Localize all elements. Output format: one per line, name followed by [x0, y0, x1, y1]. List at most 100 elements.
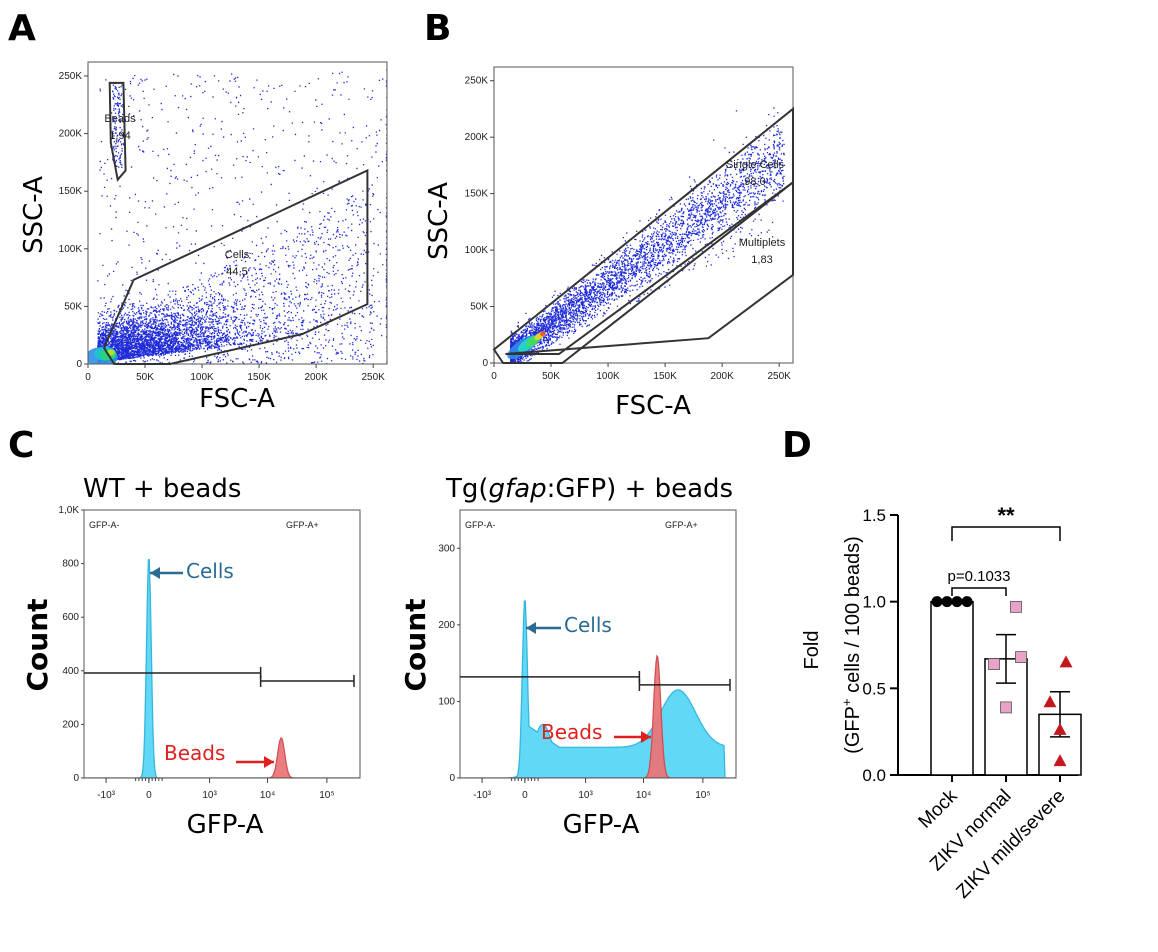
panel-b-events [507, 107, 785, 363]
panel-c-wt-gate-lines [84, 666, 355, 687]
c2-xtick-label: 10⁴ [636, 790, 651, 801]
c1-xtick-label: 10⁵ [319, 790, 334, 801]
b-gate-name: Multiplets [739, 237, 786, 249]
c1-ytick-label: 1,0K [58, 505, 79, 516]
panel-c-wt-ticks: 0 200 400 600 800 1,0K -10³ 0 10³ 10⁴ 10⁵ [58, 505, 334, 801]
panel-d-ylabel-gfp: (GFP [842, 706, 864, 754]
d-ytick-label: 0.5 [862, 679, 886, 698]
d-point-severe [1059, 655, 1073, 668]
panel-d-axes: 0.0 0.5 1.0 1.5 [862, 506, 1078, 785]
b-event-cloud [510, 107, 785, 363]
panel-d-ylabel-line2: (GFP+ cells / 100 beads) [839, 536, 864, 754]
a-gate-1 [102, 168, 369, 365]
b-ytick-label: 100K [465, 245, 489, 256]
panel-a-ticks: 0 50K 100K 150K 200K 250K 0 50K 100K 150K 200K 250K [59, 71, 386, 383]
b-ytick-label: 50K [470, 302, 488, 313]
c1-ytick-label: 0 [73, 773, 79, 784]
panel-letter-c: C [8, 425, 34, 466]
d-point-severe [1053, 722, 1067, 735]
panel-a-scatter: 0 50K 100K 150K 200K 250K 0 50K 100K 150K 200K 250K… [19, 61, 388, 414]
panel-b-gates: Single Cells 98,0 Multiplets 1,83 [492, 106, 794, 364]
panel-d-ylabel-rest: cells / 100 beads) [842, 536, 864, 698]
panel-c-tg-title-a: Tg( [445, 474, 489, 504]
panel-c-tg-beads-label: Beads [541, 720, 602, 744]
d-point-mock [941, 596, 953, 608]
panel-c-wt-gate-pos: GFP-A+ [286, 520, 319, 530]
c2-xtick-label: 10⁵ [695, 790, 710, 801]
b-gate-value: 98,0 [744, 176, 765, 188]
b-xtick-label: 0 [491, 371, 497, 382]
panel-c-tg-title-b: :GFP) + beads [547, 474, 733, 504]
c1-ytick-label: 200 [62, 719, 79, 730]
c2-ytick-label: 100 [438, 696, 455, 707]
d-point-normal [1010, 600, 1022, 613]
d-sig-bracket-1 [951, 587, 1007, 596]
c2-ytick-label: 0 [449, 773, 455, 784]
c2-ytick-label: 300 [438, 543, 455, 554]
a-xtick-label: 100K [190, 372, 214, 383]
panel-b-ticks: 0 50K 100K 150K 200K 250K 0 50K 100K 150K 200K 250K [465, 76, 792, 382]
panel-b-scatter: 0 50K 100K 150K 200K 250K 0 50K 100K 150K 200K 250K… [424, 66, 794, 421]
b-gate-value: 1,83 [751, 254, 772, 266]
panel-letter-d: D [782, 425, 812, 466]
a-gate-value: 44,5 [226, 266, 247, 278]
d-point-mock [931, 596, 943, 608]
a-xtick-label: 50K [136, 372, 154, 383]
a-gate-name: Beads [104, 113, 136, 125]
c2-xtick-label: 0 [522, 790, 528, 801]
panel-c-tg-title: Tg(gfap:GFP) + beads [445, 474, 733, 504]
panel-c-wt-arrows [150, 567, 274, 768]
d-point-mock [961, 596, 973, 608]
b-gate-1 [505, 180, 794, 355]
b-ytick-label: 0 [482, 358, 488, 369]
a-xtick-label: 0 [85, 372, 91, 383]
d-sig-bracket-2 [951, 526, 1061, 541]
panel-c-tg-ticks: 0 100 200 300 -10³ 0 10³ 10⁴ 10⁵ [438, 543, 710, 801]
c2-arrow-head [526, 622, 536, 634]
d-point-normal [1000, 701, 1012, 714]
a-event-cloud [97, 65, 387, 364]
panel-c-tg-histogram: Tg(gfap:GFP) + beads 0 100 200 300 -10³ 0 10³ 1… [399, 474, 737, 840]
c1-ytick-label: 400 [62, 666, 79, 677]
b-gate-name: Single Cells [726, 159, 785, 171]
d-point-severe [1043, 695, 1057, 708]
d-point-mock [951, 596, 963, 608]
b-ytick-label: 150K [465, 189, 489, 200]
c1-xtick-label: 10⁴ [260, 790, 275, 801]
panel-c-wt-gate-neg: GFP-A- [89, 520, 120, 530]
a-ytick-label: 50K [64, 301, 82, 312]
panel-d-ylabel-line1: Fold [801, 631, 823, 670]
panel-c-tg-frame [459, 509, 737, 779]
panel-c-tg-arrows [526, 622, 651, 743]
c1-xtick-label: 10³ [202, 790, 217, 801]
c2-ytick-label: 200 [438, 620, 455, 631]
b-xtick-label: 100K [596, 371, 620, 382]
a-gate-name: Cells [225, 249, 250, 261]
b-xtick-label: 150K [653, 371, 677, 382]
d-ytick-label: 1.5 [862, 506, 886, 525]
a-gate-0 [108, 81, 127, 182]
panel-c-wt-cells-label: Cells [186, 559, 234, 583]
a-ytick-label: 100K [59, 244, 83, 255]
panel-c-tg-ylabel: Count [399, 598, 432, 691]
a-ytick-label: 150K [59, 186, 83, 197]
panel-c-tg-title-gene: gfap [489, 474, 547, 504]
panel-letter-b: B [424, 8, 451, 49]
c2-xtick-label: 10³ [578, 790, 593, 801]
panel-b-xlabel: FSC-A [615, 391, 691, 421]
panel-d-ylabel-sup: + [839, 698, 854, 706]
d-ytick-label: 1.0 [862, 593, 886, 612]
panel-a-frame [87, 61, 388, 365]
panel-a-gates: Beads 1,94 Cells 44,5 [102, 81, 369, 365]
c1-xtick-label: 0 [146, 790, 152, 801]
d-point-normal [988, 658, 1000, 670]
c2-arrow-head [641, 731, 651, 743]
panel-a-ylabel: SSC-A [19, 176, 49, 254]
b-xtick-label: 200K [710, 371, 734, 382]
d-category-label: Mock [915, 785, 962, 832]
d-sig-label-2: ** [997, 503, 1015, 528]
d-bar [930, 600, 974, 776]
b-xtick-label: 250K [767, 371, 791, 382]
panel-a-xlabel: FSC-A [199, 384, 275, 414]
